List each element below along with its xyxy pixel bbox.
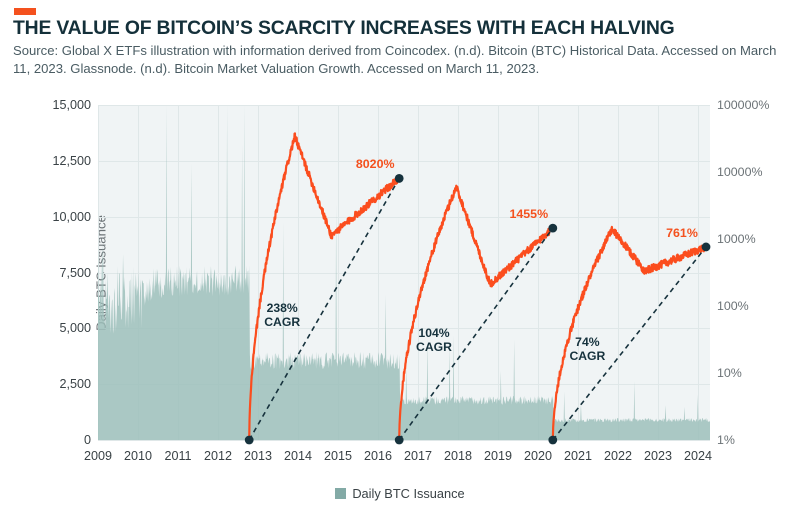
annotation-end-value: 1455% [509,207,549,222]
gridline-vertical [98,105,99,440]
x-axis-tick-label: 2016 [363,449,393,463]
annotation-cagr-value: 74% [575,335,600,350]
x-axis-tick-label: 2014 [283,449,313,463]
gridline-vertical [138,105,139,440]
y-axis-left-tick-label: 2,500 [59,377,91,392]
y-axis-left-tick-label: 15,000 [52,98,91,112]
gridline-horizontal [98,328,710,330]
y-axis-left-tick-label: 12,500 [52,153,91,168]
annotation-cagr-unit: CAGR [569,349,606,364]
annotation-cagr: 74% CAGR [569,335,605,363]
annotation-cagr-unit: CAGR [416,340,452,355]
y-axis-left-tick-label: 10,000 [52,209,91,224]
x-axis-tick-label: 2009 [83,449,113,463]
y-axis-right-tick-label: 1% [717,433,735,447]
gridline-vertical [578,105,579,440]
y-axis-right-tick-label: 10000% [717,165,763,179]
y-axis-right-tick-label: 100% [717,299,749,313]
gridline-vertical [698,105,699,440]
gridline-vertical [458,105,459,440]
x-axis-tick-label: 2020 [523,449,553,463]
gridline-horizontal [98,384,710,386]
gridline-vertical [298,105,299,440]
annotation-cagr-unit: CAGR [264,315,301,330]
y-axis-right-tick-label: 100000% [717,98,770,112]
plot-area: Daily BTC Issuance Change in Bitcoin Mar… [52,98,769,463]
annotation-cagr: 238% CAGR [264,301,300,329]
gridline-vertical [538,105,539,440]
chart-legend: Daily BTC Issuance [0,486,800,501]
y-axis-left-tick-label: 5,000 [59,321,91,336]
gridline-vertical [418,105,419,440]
gridline-horizontal [98,272,710,274]
y-axis-right-tick-label: 1000% [717,232,756,246]
x-axis-tick-label: 2012 [203,449,233,463]
annotation-cagr: 104% CAGR [416,326,452,354]
accent-bar [14,8,36,15]
gridline-vertical [258,105,259,440]
x-axis-tick-label: 2013 [243,449,273,463]
gridline-horizontal [98,160,710,162]
gridline-horizontal [98,105,710,106]
gridline-vertical [178,105,179,440]
x-axis-tick-label: 2018 [443,449,473,463]
gridline-vertical [218,105,219,440]
page-title: THE VALUE OF BITCOIN’S SCARCITY INCREASE… [13,17,675,39]
x-axis-tick-label: 2011 [164,449,192,463]
y-axis-right-tick-label: 10% [717,366,742,380]
annotation-end-value: 761% [666,225,698,240]
annotation-cagr-value: 238% [266,301,298,316]
x-axis-tick-label: 2015 [323,449,353,463]
gridline-vertical [338,105,339,440]
gridline-vertical [658,105,659,440]
x-axis-tick-label: 2022 [603,449,633,463]
annotation-end-value: 8020% [355,157,395,172]
gridline-horizontal [98,216,710,218]
y-axis-left-tick-label: 7,500 [59,265,91,280]
x-axis-tick-label: 2023 [643,449,673,463]
x-axis-tick-label: 2010 [123,449,153,463]
legend-swatch-daily-btc-issuance [335,488,347,499]
y-axis-left-tick-label: 0 [83,433,91,447]
annotation-cagr-value: 104% [418,326,450,341]
x-axis-tick-label: 2017 [403,449,433,463]
source-note: Source: Global X ETFs illustration with … [13,43,777,76]
gridline-horizontal [98,440,710,441]
gridline-vertical [618,105,619,440]
x-axis-tick-label: 2024 [683,449,713,463]
chart-canvas [98,105,711,445]
gridline-vertical [378,105,379,440]
legend-label-daily-btc-issuance: Daily BTC Issuance [352,486,465,501]
x-axis-tick-label: 2021 [563,449,593,463]
x-axis-tick-label: 2019 [483,449,513,463]
